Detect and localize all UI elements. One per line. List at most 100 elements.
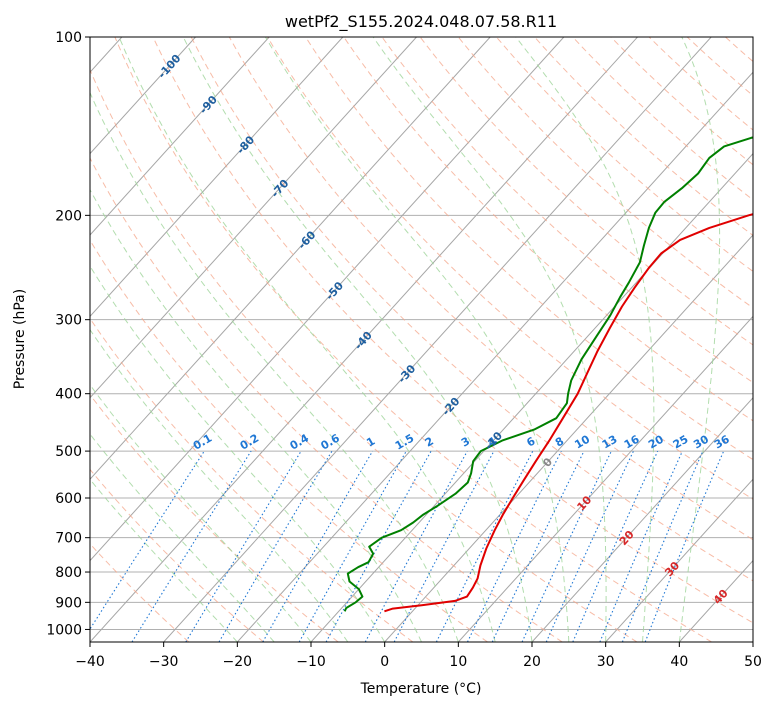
dry-adiabat [152,37,753,624]
x-axis-label: Temperature (°C) [360,681,482,697]
temperature-profile-line [384,213,753,613]
background-lines [90,37,753,642]
dry-adiabat [534,37,753,237]
mixing-ratio-label: 10 [572,432,592,451]
dry-adiabat [343,37,753,422]
y-tick-label: 400 [55,387,82,403]
mixing-ratio-label: 16 [622,432,642,451]
dry-adiabat [496,37,753,273]
mixing-ratio-line [545,450,634,642]
x-tick-label: 10 [449,654,467,670]
x-tick-label: 0 [380,654,389,670]
dry-adiabat [381,37,753,384]
mixing-ratio-label: 1 [364,435,377,450]
isotherm-line [384,234,753,642]
mixing-ratio-line [90,450,205,631]
moist-adiabat [90,328,349,642]
dry-adiabat [267,37,753,500]
dry-adiabat [305,37,753,461]
mixing-ratio-line [325,450,432,642]
mixing-ratio-label: 25 [671,433,691,452]
moist-adiabat [372,37,607,642]
y-tick-label: 200 [55,208,82,224]
dry-adiabat [572,37,753,201]
mixing-ratio-line [491,450,585,642]
dry-adiabat [228,37,753,541]
moist-adiabat [90,478,238,642]
dry-adiabat [90,157,563,642]
dry-adiabat [190,37,753,582]
isotherm-line [90,37,196,155]
grid-layer [90,37,753,642]
mixing-ratio-line [185,450,302,642]
dry-adiabat [648,37,753,131]
mixing-ratio-line [572,450,659,642]
mixing-ratio-line [262,450,374,642]
plot-frame [89,36,754,643]
isotherm-label: -100 [155,52,183,81]
dry-adiabat [610,37,753,166]
line-labels: 0.1 0.2 0.4 0.6 1 1.5 2 3 4 6 8 10 13 16 20 25 30 36-100-… [155,52,732,607]
mixing-ratio-line [644,450,725,642]
x-tick-label: −20 [223,654,253,670]
y-tick-label: 800 [55,565,82,581]
y-tick-label: 100 [55,30,82,46]
dry-adiabat [457,37,753,309]
mixing-ratio-line [599,450,683,642]
moist-adiabat [90,383,312,642]
y-tick-label: 300 [55,313,82,329]
isotherm-line [678,559,753,642]
isotherm-line [605,478,753,642]
y-axis: 100 200 300 400 500 600 700 800 900 1000 [46,30,90,638]
isotherm-line [752,641,753,642]
isotherm-line [90,37,270,236]
mixing-ratio-line [131,450,252,642]
mixing-ratio-label: 2 [423,435,436,450]
dry-adiabat [90,543,190,642]
dewpoint-profile-line [343,136,753,612]
isotherm-line [163,37,712,642]
isotherm-line [90,37,638,642]
isotherm-line [457,315,753,642]
x-tick-label: −10 [296,654,326,670]
moist-adiabat [118,37,496,642]
dry-adiabat [90,317,414,642]
moist-adiabat [90,188,422,642]
mixing-ratio-label: 36 [712,432,732,451]
mixing-ratio-line [298,450,407,642]
x-tick-label: 20 [523,654,541,670]
y-tick-label: 500 [55,444,82,460]
moist-adiabat [182,37,533,642]
moist-adiabat [90,91,459,642]
moist-adiabat [515,37,655,642]
dry-adiabat [90,68,638,642]
moist-adiabat [678,37,721,642]
dry-adiabat [725,37,753,63]
y-tick-label: 700 [55,531,82,547]
mixing-ratio-label: 0.2 [238,432,261,453]
mixing-ratio-line [521,450,612,642]
moist-adiabat [264,37,570,642]
mixing-ratio-line [467,450,562,642]
dry-adiabat [90,468,264,642]
y-tick-label: 1000 [46,622,82,638]
moist-adiabat [90,265,386,642]
dry-adiabat [686,37,753,97]
x-tick-label: 40 [670,654,688,670]
series-layer [343,136,753,613]
mixing-ratio-line [621,450,704,642]
x-axis: −40 −30 −20 −10 0 10 20 30 40 50 [75,642,762,670]
isotherm-line [90,37,417,399]
isotherm-line [90,37,565,562]
mixing-ratio-label: 8 [553,435,566,450]
isotherm-line [531,397,753,642]
y-tick-label: 900 [55,595,82,611]
mixing-ratio-line [218,450,333,642]
mixing-ratio-label: 30 [691,432,711,451]
mixing-ratio-label: 6 [524,434,537,449]
mixing-ratio-label: 0.4 [288,431,312,452]
mixing-ratio-line [393,450,495,642]
y-tick-label: 600 [55,491,82,507]
x-tick-label: −40 [75,654,105,670]
